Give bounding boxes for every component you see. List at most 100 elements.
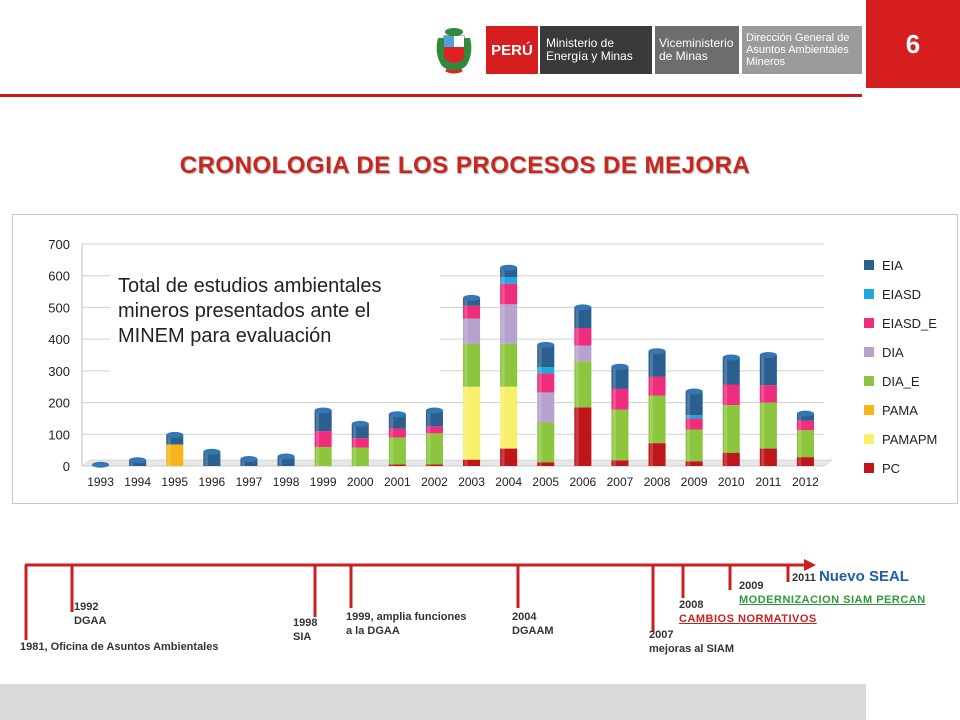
legend-swatch <box>864 405 874 415</box>
x-tick-label: 2011 <box>755 475 781 489</box>
bar-segment <box>759 402 777 449</box>
bar-highlight <box>353 438 357 448</box>
x-tick-label: 1998 <box>273 475 300 489</box>
bar-highlight <box>686 418 691 430</box>
bar-highlight <box>390 428 394 438</box>
legend-swatch <box>864 376 874 386</box>
chart-floor <box>81 459 833 467</box>
bar-segment <box>463 459 481 466</box>
bar-segment <box>574 407 592 466</box>
bar-segment <box>314 446 332 466</box>
bar-segment <box>500 448 518 466</box>
bar-segment <box>500 304 518 344</box>
bar-segment <box>574 361 592 408</box>
bar-highlight <box>649 443 653 466</box>
bar-segment <box>388 428 406 438</box>
legend-swatch <box>864 260 874 270</box>
bar-segment <box>425 433 443 465</box>
x-tick-label: 1997 <box>236 475 263 489</box>
bar-highlight <box>649 351 653 377</box>
bar-cap <box>463 294 481 301</box>
bar-highlight <box>353 447 357 466</box>
bar-cap <box>500 264 518 271</box>
bar-highlight <box>612 388 616 410</box>
bar-highlight <box>167 434 171 445</box>
bar-segment <box>314 410 332 432</box>
bar-segment <box>425 464 443 466</box>
bar-cap <box>92 461 110 468</box>
direction-label: Dirección General de Asuntos Ambientales… <box>742 26 862 74</box>
x-tick-label: 2001 <box>384 475 411 489</box>
timeline-label-1981: 1981, Oficina de Asuntos Ambientales <box>20 641 219 653</box>
bar-segment <box>500 283 518 305</box>
bar-cap <box>425 407 443 414</box>
x-tick-label: 2003 <box>458 475 485 489</box>
bar-highlight <box>686 461 691 466</box>
bar-highlight <box>315 431 320 447</box>
bar-segment <box>463 386 481 460</box>
bar-segment <box>648 443 666 466</box>
bar-segment <box>759 355 777 386</box>
bar-highlight <box>538 422 542 463</box>
bar-highlight <box>649 395 653 444</box>
bar-segment <box>611 388 629 410</box>
bar-segment <box>463 305 481 319</box>
bar-segment <box>796 430 814 458</box>
bar-segment <box>351 423 369 439</box>
bar-highlight <box>501 277 505 284</box>
bar-cap <box>314 407 332 414</box>
bar-segment <box>463 343 481 387</box>
y-tick-label: 600 <box>48 269 70 284</box>
page-title: CRONOLOGIA DE LOS PROCESOS DE MEJORA <box>179 152 751 179</box>
bar-highlight <box>501 448 505 466</box>
x-tick-label: 2002 <box>421 475 448 489</box>
x-tick-label: 2004 <box>495 475 522 489</box>
bar-highlight <box>464 318 468 344</box>
page-number: 6 <box>866 0 960 88</box>
bar-highlight <box>390 437 394 465</box>
timeline-label-1992: 1992 DGAA <box>74 601 107 627</box>
bar-cap <box>388 411 406 418</box>
bar-highlight <box>612 366 616 389</box>
brand-peru: PERÚ <box>486 26 538 74</box>
bar-segment <box>611 366 629 389</box>
bar-highlight <box>761 385 765 403</box>
legend-label: PC <box>882 461 900 476</box>
bar-segment <box>166 444 184 466</box>
footer-band <box>0 684 960 720</box>
bar-highlight <box>390 464 394 466</box>
bar-highlight <box>798 430 802 458</box>
bar-segment <box>500 277 518 284</box>
bar-segment <box>537 367 555 374</box>
ministry-label: Ministerio de Energía y Minas <box>540 26 652 74</box>
stacked-bar-chart: 0 100 200 300 400 500 600 700 1993 1994 1995 1996 19… <box>48 237 937 489</box>
y-tick-label: 400 <box>48 332 70 347</box>
bar-highlight <box>204 451 208 466</box>
bar-cap <box>240 456 258 463</box>
bar-highlight <box>538 344 542 368</box>
y-tick-label: 700 <box>48 237 70 252</box>
bar-segment <box>648 376 666 396</box>
bar-segment <box>463 318 481 344</box>
bar-segment <box>537 462 555 466</box>
header-rule <box>0 94 862 97</box>
bar-highlight <box>464 305 468 319</box>
bar-segment <box>574 345 592 362</box>
bar-highlight <box>427 410 431 427</box>
bar-segment <box>500 386 518 449</box>
bar-highlight <box>464 459 468 466</box>
bar-cap <box>277 453 295 460</box>
x-tick-label: 1994 <box>124 475 151 489</box>
bar-segment <box>537 392 555 423</box>
x-tick-label: 2010 <box>718 475 745 489</box>
legend-label: PAMAPM <box>882 432 937 447</box>
legend-label: DIA_E <box>882 374 920 389</box>
bar-highlight <box>724 384 728 406</box>
timeline-label-2004: 2004 DGAAM <box>512 611 554 637</box>
timeline-label-2011: 2011 Nuevo SEAL <box>792 568 909 585</box>
bar-cap <box>537 341 555 348</box>
y-tick-label: 500 <box>48 300 70 315</box>
bar-segment <box>537 422 555 463</box>
bar-segment <box>685 415 703 419</box>
bar-highlight <box>724 357 728 385</box>
